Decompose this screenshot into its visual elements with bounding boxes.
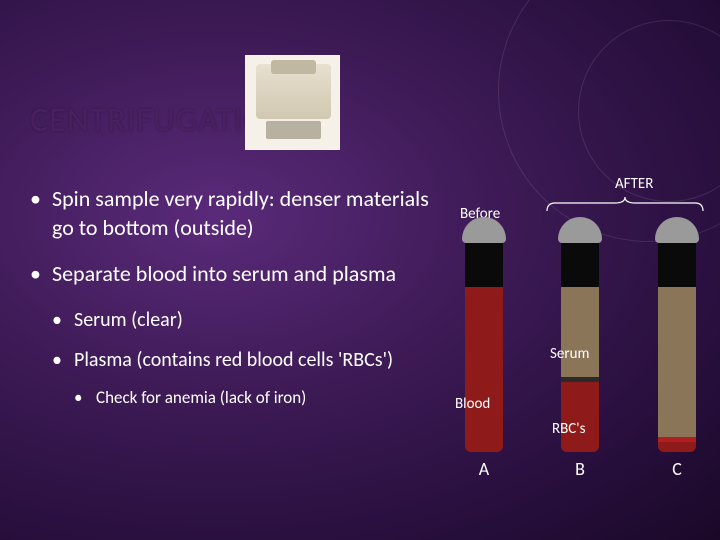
tube-cap <box>558 217 602 243</box>
tube-layer-air <box>465 243 503 287</box>
tube-b: B <box>558 217 602 452</box>
tube-layer-rbc <box>561 382 599 452</box>
tube-layer-serum <box>561 287 599 377</box>
annotation-blood: Blood <box>455 395 490 413</box>
label-after: AFTER <box>615 175 653 193</box>
tube-c-label: C <box>655 458 699 480</box>
bullet-1: Spin sample very rapidly: denser materia… <box>30 185 430 242</box>
tube-layer-blood <box>465 287 503 452</box>
tube-b-label: B <box>558 458 602 480</box>
brace-icon <box>545 195 705 213</box>
tube-layer-air <box>658 243 696 287</box>
tube-a: A <box>462 217 506 452</box>
tube-layer-rbc <box>658 442 696 452</box>
bullet-3a: Check for anemia (lack of iron) <box>30 387 430 409</box>
tube-cap <box>655 217 699 243</box>
annotation-rbcs: RBC's <box>552 420 585 438</box>
bullet-2a: Serum (clear) <box>30 307 430 333</box>
annotation-serum: Serum <box>550 345 589 363</box>
bullet-2b: Plasma (contains red blood cells 'RBCs') <box>30 347 430 373</box>
tube-cap <box>462 217 506 243</box>
bullet-2: Separate blood into serum and plasma <box>30 260 430 289</box>
tube-a-label: A <box>462 458 506 480</box>
tube-layer-serum <box>658 287 696 437</box>
centrifuge-image <box>245 55 340 150</box>
bullet-list: Spin sample very rapidly: denser materia… <box>30 185 430 421</box>
tube-diagram: Before AFTER A B C Blood Serum RBC's <box>450 175 710 515</box>
tube-c: C <box>655 217 699 452</box>
tube-layer-air <box>561 243 599 287</box>
